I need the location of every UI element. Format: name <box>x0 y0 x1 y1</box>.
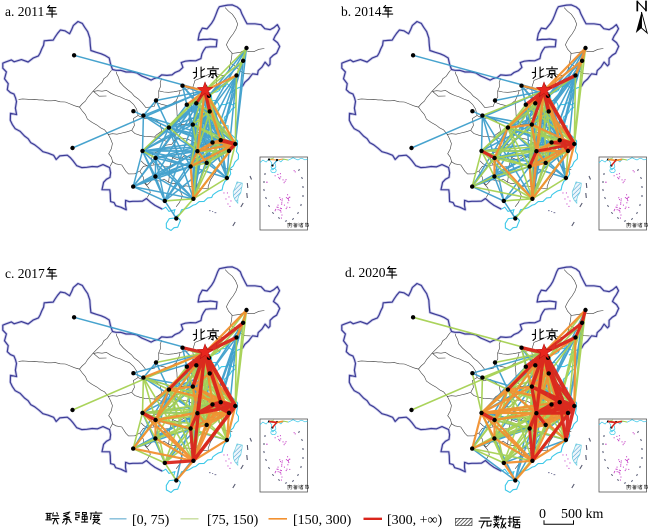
svg-text:c. 2017: c. 2017 <box>5 266 45 281</box>
svg-text:d. 2020: d. 2020 <box>345 265 386 280</box>
svg-text:a. 2011: a. 2011 <box>5 4 44 19</box>
svg-text:500 km: 500 km <box>561 507 604 522</box>
svg-text:[0, 75): [0, 75) <box>132 513 170 528</box>
svg-text:0: 0 <box>539 507 546 522</box>
svg-text:[300, +∞): [300, +∞) <box>387 513 443 528</box>
svg-text:b. 2014: b. 2014 <box>341 4 382 19</box>
svg-text:[75, 150): [75, 150) <box>207 513 259 528</box>
svg-text:[150, 300): [150, 300) <box>293 513 352 528</box>
